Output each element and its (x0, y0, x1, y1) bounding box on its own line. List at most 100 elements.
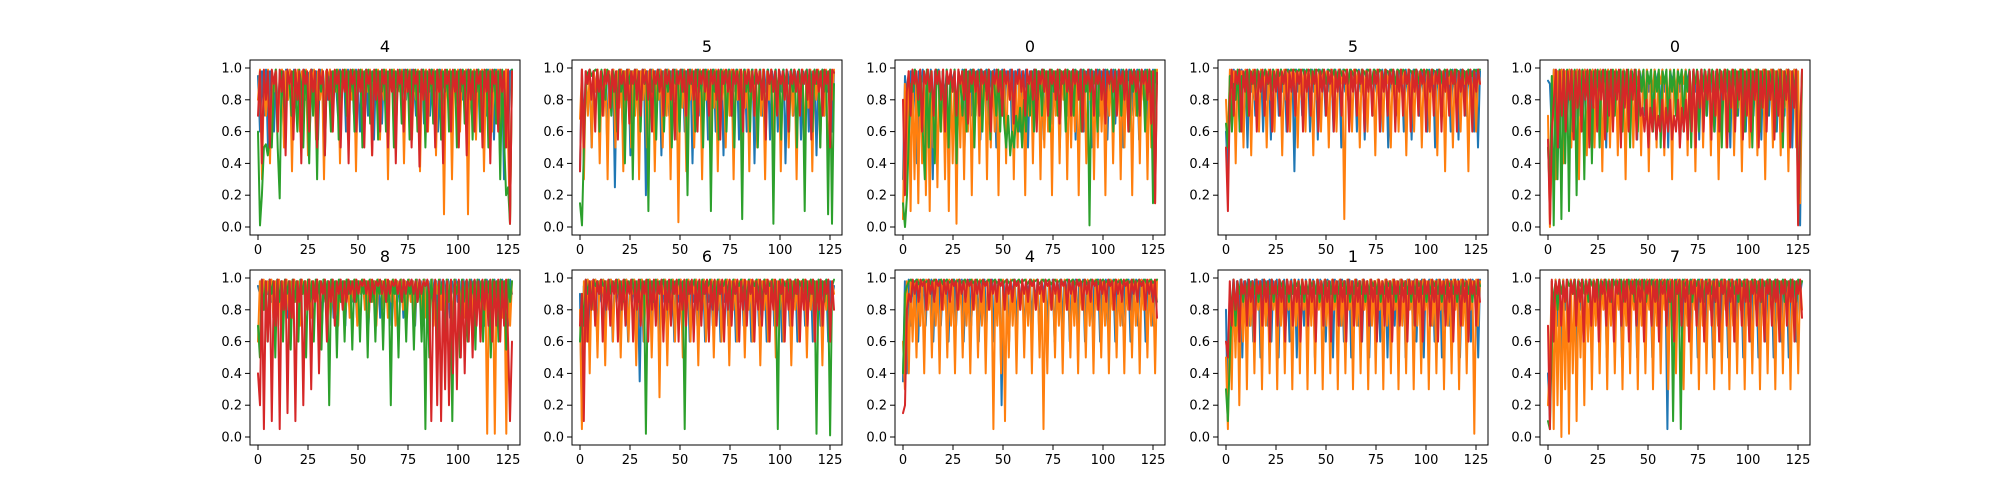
x-tick-label: 25 (1590, 453, 1607, 468)
y-tick-label: 0.6 (1189, 335, 1210, 350)
y-tick-label: 0.4 (543, 367, 564, 382)
x-tick-label: 125 (1141, 453, 1166, 468)
y-tick-label: 0.4 (1511, 367, 1532, 382)
y-tick-label: 0.8 (1511, 303, 1532, 318)
y-tick-label: 0.6 (866, 125, 887, 140)
series-line-4 (257, 278, 513, 431)
x-tick-label: 100 (1414, 453, 1439, 468)
x-tick-label: 0 (1544, 243, 1552, 258)
y-tick-label: 0.0 (543, 221, 564, 236)
series-group (579, 68, 835, 227)
x-tick-label: 75 (1045, 453, 1062, 468)
y-tick-label: 0.6 (1511, 335, 1532, 350)
y-tick-label: 1.0 (543, 272, 564, 287)
x-tick-label: 100 (1091, 453, 1116, 468)
axes-frame (571, 269, 843, 446)
y-tick-label: 0.4 (1189, 157, 1210, 172)
x-tick-label: 25 (945, 243, 962, 258)
y-tick-label: 0.0 (221, 431, 242, 446)
y-tick-label: 0.2 (1511, 399, 1532, 414)
y-tick-label: 1.0 (866, 272, 887, 287)
axes-frame (571, 59, 843, 236)
y-tick-label: 0.8 (543, 93, 564, 108)
subplot-title: 0 (1670, 37, 1680, 56)
subplot-title: 5 (702, 37, 712, 56)
y-tick-label: 0.2 (1511, 189, 1532, 204)
series-line-4 (579, 278, 835, 423)
y-tick-label: 0.6 (1189, 125, 1210, 140)
series-line-4 (1547, 278, 1803, 431)
x-tick-label: 50 (672, 453, 689, 468)
x-tick-label: 25 (1268, 243, 1285, 258)
x-tick-label: 25 (300, 243, 317, 258)
subplot-title: 5 (1348, 37, 1358, 56)
x-tick-label: 50 (995, 243, 1012, 258)
y-tick-label: 1.0 (1189, 62, 1210, 77)
x-tick-label: 50 (350, 243, 367, 258)
y-tick-label: 0.8 (221, 93, 242, 108)
y-tick-label: 0.6 (543, 335, 564, 350)
y-tick-label: 0.8 (866, 93, 887, 108)
y-tick-label: 1.0 (221, 272, 242, 287)
y-tick-label: 0.2 (866, 189, 887, 204)
x-tick-label: 0 (254, 453, 262, 468)
subplot-1: 0 25 50 75 100 125 0.0 0.2 0.4 0.6 0.8 1.0 4 (221, 37, 521, 258)
x-tick-label: 25 (1590, 243, 1607, 258)
subplot-title: 8 (380, 247, 390, 266)
x-tick-label: 0 (1222, 243, 1230, 258)
y-tick-label: 0.2 (1189, 399, 1210, 414)
series-line-4 (902, 278, 1158, 415)
series-line-4 (1547, 68, 1803, 227)
x-tick-label: 0 (1222, 453, 1230, 468)
x-tick-label: 0 (576, 453, 584, 468)
x-tick-label: 100 (1091, 243, 1116, 258)
x-tick-label: 50 (1640, 243, 1657, 258)
subplot-title: 0 (1025, 37, 1035, 56)
x-tick-label: 125 (818, 243, 843, 258)
series-group (257, 278, 513, 435)
x-tick-label: 100 (446, 453, 471, 468)
axes-frame (1217, 59, 1489, 236)
y-tick-label: 0.8 (1189, 93, 1210, 108)
y-tick-label: 1.0 (1511, 62, 1532, 77)
axes-frame (249, 269, 521, 446)
series-group (902, 68, 1158, 228)
series-group (1225, 68, 1481, 221)
x-tick-label: 100 (1736, 453, 1761, 468)
x-tick-label: 0 (576, 243, 584, 258)
x-tick-label: 100 (1414, 243, 1439, 258)
x-tick-label: 75 (1690, 453, 1707, 468)
subplot-title: 7 (1670, 247, 1680, 266)
x-tick-label: 0 (899, 453, 907, 468)
x-tick-label: 50 (995, 453, 1012, 468)
y-tick-label: 0.0 (866, 221, 887, 236)
x-tick-label: 50 (1318, 243, 1335, 258)
x-tick-label: 100 (768, 243, 793, 258)
y-tick-label: 0.4 (1189, 367, 1210, 382)
x-tick-label: 75 (400, 453, 417, 468)
subplot-title: 6 (702, 247, 712, 266)
subplot-8: 0 25 50 75 100 125 0.0 0.2 0.4 0.6 0.8 1.0 4 (866, 247, 1166, 468)
x-tick-label: 75 (1690, 243, 1707, 258)
x-tick-label: 125 (1786, 243, 1811, 258)
y-tick-label: 0.2 (1189, 189, 1210, 204)
series-line-4 (1225, 278, 1481, 359)
x-tick-label: 50 (350, 453, 367, 468)
y-tick-label: 0.8 (543, 303, 564, 318)
y-tick-label: 0.2 (221, 189, 242, 204)
series-line-4 (1225, 68, 1481, 213)
axes-frame (1217, 269, 1489, 446)
y-tick-label: 0.0 (221, 221, 242, 236)
x-tick-label: 50 (1640, 453, 1657, 468)
x-tick-label: 50 (672, 243, 689, 258)
subplot-title: 4 (1025, 247, 1035, 266)
y-tick-label: 0.6 (1511, 125, 1532, 140)
y-tick-label: 0.8 (1189, 303, 1210, 318)
x-tick-label: 100 (446, 243, 471, 258)
y-tick-label: 0.6 (221, 335, 242, 350)
y-tick-label: 0.0 (1189, 431, 1210, 446)
x-tick-label: 25 (622, 453, 639, 468)
y-tick-label: 0.8 (221, 303, 242, 318)
y-tick-label: 0.4 (1511, 157, 1532, 172)
